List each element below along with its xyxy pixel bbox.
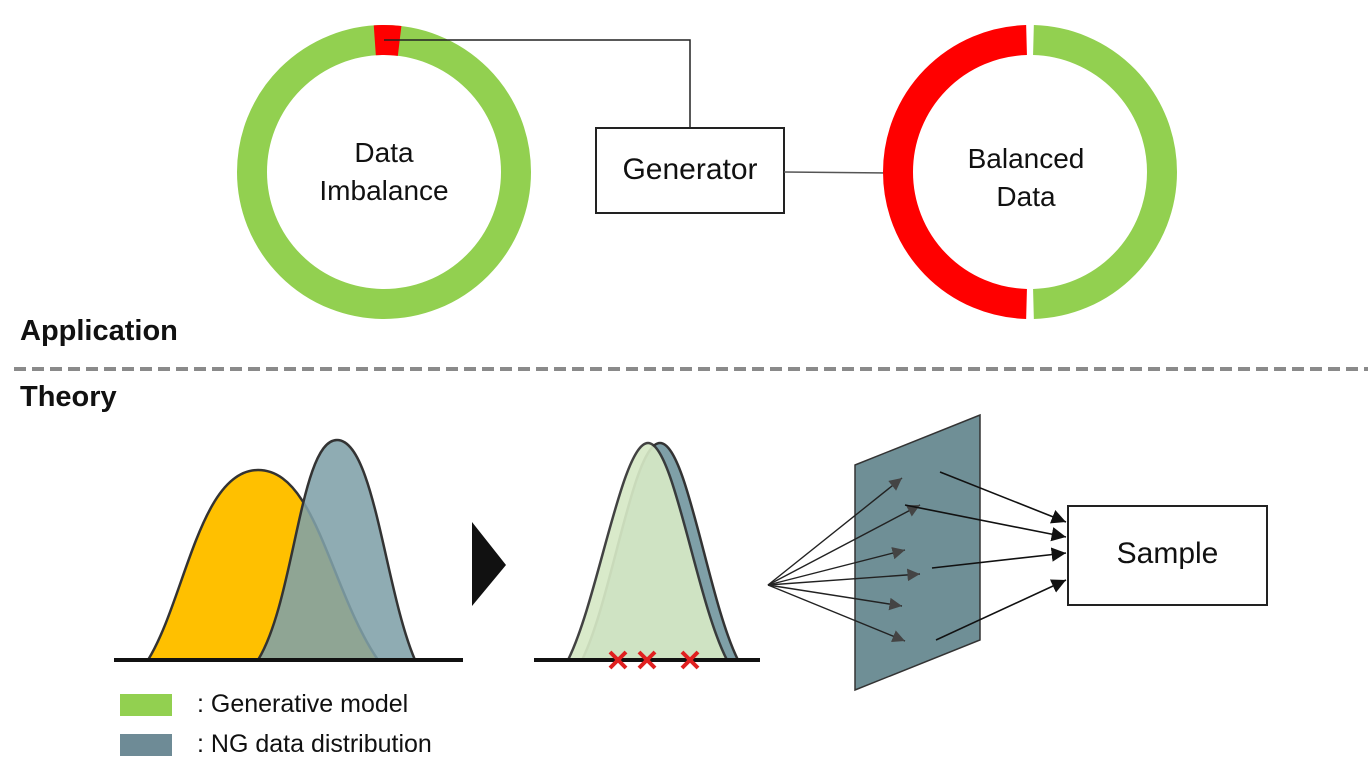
generator-to-balanced-arrow [783, 167, 900, 179]
legend-swatch-generative-model [120, 694, 172, 716]
reject-x-stroke [608, 650, 628, 670]
minority-to-generator-connector [384, 39, 691, 128]
reject-x-stroke [637, 650, 657, 670]
latent-arrow [767, 584, 903, 611]
rejected-sample-marks [608, 650, 700, 670]
ng-data-distribution-curve [255, 438, 417, 662]
latent-arrow [767, 504, 921, 586]
generator-box [595, 127, 785, 214]
balanced-ring-majority-arc [1032, 25, 1177, 319]
balanced-data-ring [883, 25, 1177, 319]
generator-label: Generator [622, 153, 758, 186]
balanced-ring-minority-arc [883, 25, 1028, 319]
imbalanced-ring-label: Data Imbalance [284, 134, 484, 210]
latent-arrow [767, 584, 906, 643]
sample-arrows [904, 471, 1067, 641]
latent-arrow [767, 477, 903, 586]
imbalanced-ring-label-line1: Data [354, 137, 414, 168]
sample-arrow [935, 579, 1067, 641]
legend-label-generative-model: : Generative model [197, 690, 409, 718]
reject-x-stroke [680, 650, 700, 670]
latent-arrow [767, 568, 921, 586]
transition-arrow-icon [472, 522, 506, 606]
sample-label: Sample [1116, 537, 1219, 570]
balanced-ring-label-line1: Balanced [967, 143, 1085, 174]
legend-swatch-ng-data-distribution [120, 734, 172, 756]
sample-box [1067, 505, 1268, 606]
latent-arrow [767, 547, 906, 586]
latent-space-plane [854, 413, 981, 692]
sample-arrow [904, 504, 1067, 542]
sample-arrow [931, 547, 1067, 569]
application-section-title: Application [20, 315, 178, 347]
reject-x-mark [608, 650, 628, 670]
latent-sampling-arrows [767, 477, 921, 643]
matched-distributions [534, 441, 760, 670]
reject-x-mark [637, 650, 657, 670]
balanced-ring-label-line2: Data [996, 181, 1056, 212]
legend-label-ng-data-distribution: : NG data distribution [197, 730, 432, 758]
sample-arrow [939, 471, 1067, 524]
balanced-ring-label: Balanced Data [926, 140, 1126, 216]
reject-x-mark [680, 650, 700, 670]
theory-section-title: Theory [20, 381, 117, 413]
generative-model-matched-curve [565, 441, 730, 662]
imbalanced-ring-label-line2: Imbalance [319, 175, 449, 206]
mismatched-distributions [114, 438, 463, 662]
